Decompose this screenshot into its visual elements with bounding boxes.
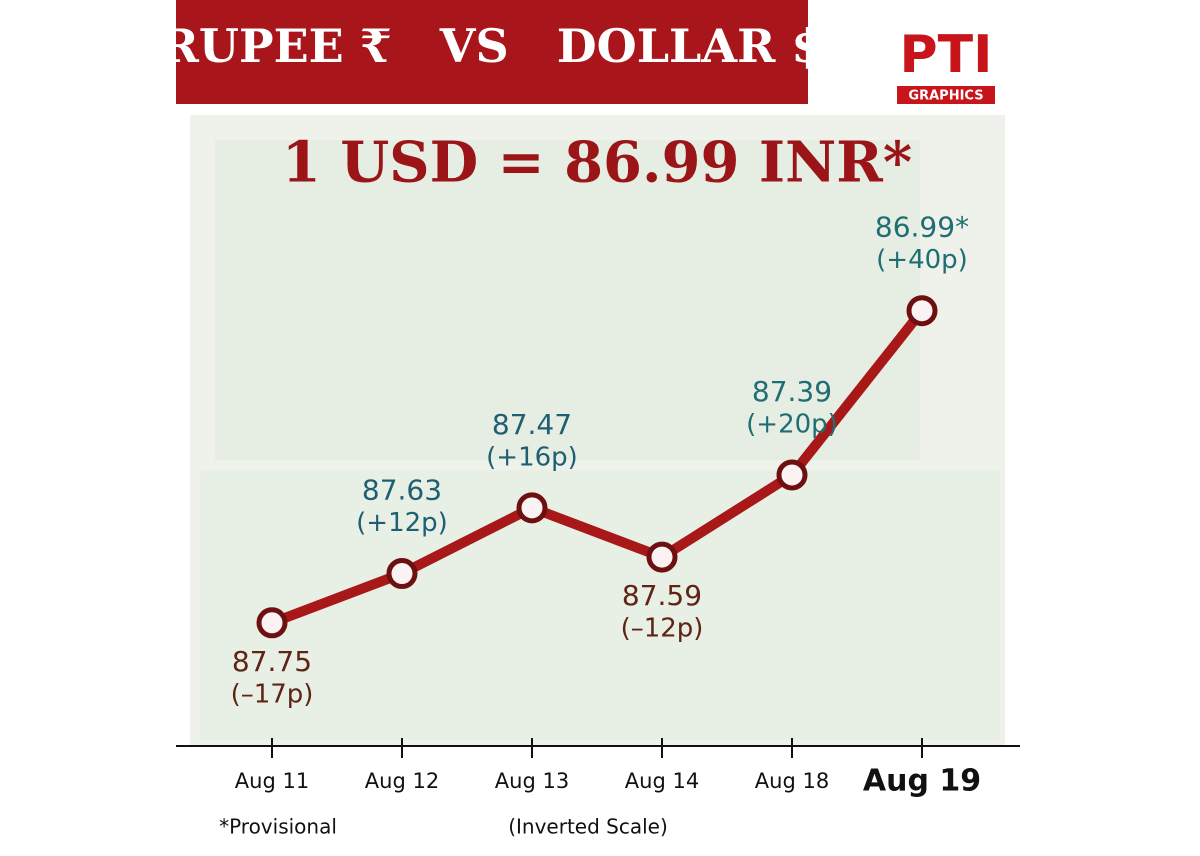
x-tick-label: Aug 12 <box>365 769 439 793</box>
logo-sub: GRAPHICS <box>908 89 983 104</box>
value-label: 87.47 <box>492 408 572 441</box>
headline: 1 USD = 86.99 INR* <box>282 130 912 196</box>
data-point <box>516 492 548 524</box>
data-point <box>906 295 938 327</box>
logo-sub-box <box>897 86 995 104</box>
x-tick-label: Aug 18 <box>755 769 829 793</box>
change-label: (+16p) <box>486 442 578 472</box>
data-point <box>386 558 418 590</box>
title-banner <box>176 0 808 104</box>
change-label: (+20p) <box>746 409 838 439</box>
data-line <box>270 307 926 628</box>
change-label: (+40p) <box>876 245 968 275</box>
data-point <box>256 607 288 639</box>
data-point <box>776 459 808 491</box>
x-tick-label: Aug 14 <box>625 769 699 793</box>
change-label: (+12p) <box>356 508 448 538</box>
value-label: 87.63 <box>362 474 442 507</box>
logo: PTI <box>900 25 993 85</box>
x-tick-label: Aug 13 <box>495 769 569 793</box>
value-label: 86.99* <box>875 211 969 244</box>
rupee-note <box>215 140 920 460</box>
scale-note: (Inverted Scale) <box>508 815 668 839</box>
chart-title: RUPEE ₹ VS DOLLAR $ <box>161 19 824 73</box>
change-label: (–17p) <box>231 679 314 709</box>
x-tick-label: Aug 11 <box>235 769 309 793</box>
change-label: (–12p) <box>621 614 704 644</box>
x-tick-label: Aug 19 <box>863 764 981 799</box>
dollar-note <box>200 470 1000 740</box>
data-point <box>646 541 678 573</box>
footnote: *Provisional <box>219 815 337 839</box>
value-label: 87.39 <box>752 375 832 408</box>
value-label: 87.75 <box>232 645 312 678</box>
value-label: 87.59 <box>622 579 702 612</box>
